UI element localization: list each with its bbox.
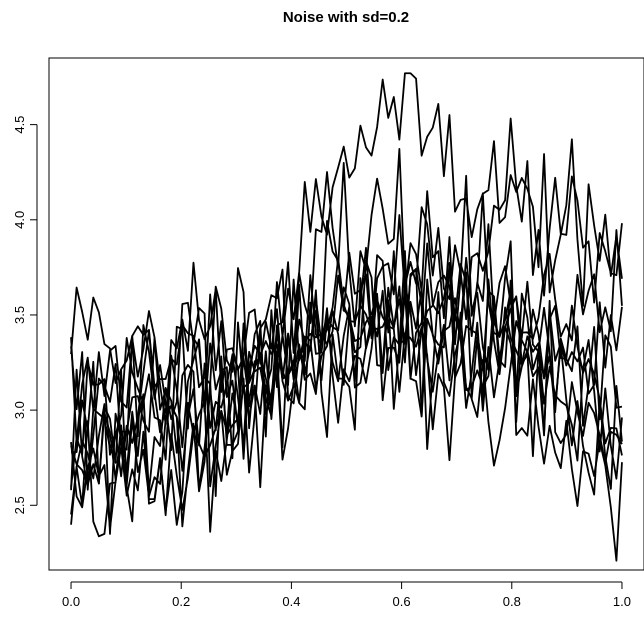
- series-group: [70, 72, 623, 562]
- x-tick-label: 1.0: [613, 594, 631, 609]
- x-tick-label: 0.4: [282, 594, 300, 609]
- chart-title: Noise with sd=0.2: [283, 9, 409, 26]
- x-axis: 0.0 0.2 0.4 0.6 0.8 1.0: [62, 581, 631, 609]
- y-tick-label: 3.0: [12, 401, 27, 419]
- x-tick-label: 0.8: [503, 594, 521, 609]
- plot-frame: [48, 57, 644, 571]
- y-tick-label: 3.5: [12, 306, 27, 324]
- series-line-2: [71, 117, 623, 528]
- y-tick-label: 4.0: [12, 211, 27, 229]
- y-tick-label: 2.5: [12, 496, 27, 514]
- y-tick-label: 4.5: [12, 116, 27, 134]
- x-tick-label: 0.2: [172, 594, 190, 609]
- series-line-7: [70, 268, 623, 488]
- series-line-10: [70, 242, 623, 535]
- x-tick-label: 0.0: [62, 594, 80, 609]
- x-tick-label: 0.6: [393, 594, 411, 609]
- y-axis: 2.5 3.0 3.5 4.0 4.5: [12, 116, 38, 514]
- series-line-6: [70, 223, 623, 538]
